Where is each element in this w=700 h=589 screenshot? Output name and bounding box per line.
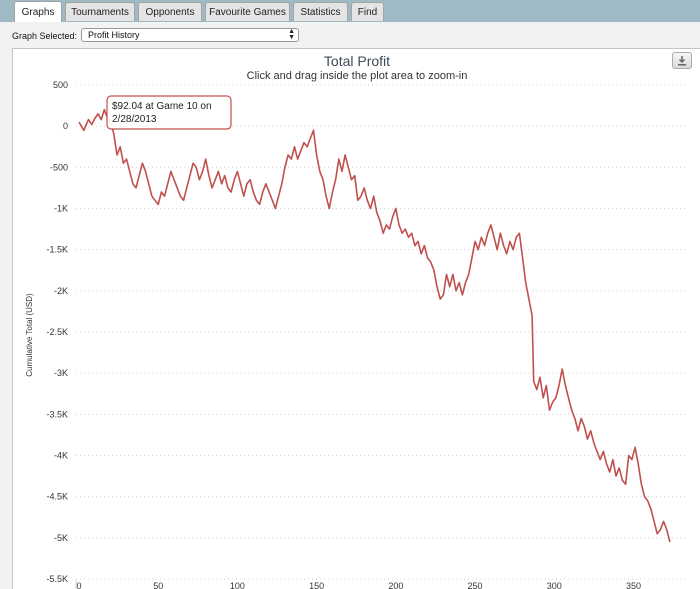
x-tick-label: 50 — [153, 581, 163, 589]
download-icon — [678, 56, 686, 66]
y-tick-label: -3K — [54, 368, 68, 378]
chart-subtitle: Click and drag inside the plot area to z… — [247, 70, 468, 82]
tooltip-box — [106, 95, 232, 130]
tooltip-line-2: 2/28/2013 — [112, 114, 157, 125]
x-tick-label: 250 — [468, 581, 483, 589]
y-tick-label: -1K — [54, 204, 68, 214]
y-tick-label: 500 — [53, 80, 68, 90]
chart-area — [12, 48, 700, 589]
x-tick-label: 100 — [230, 581, 245, 589]
profit-series-line[interactable] — [78, 108, 671, 543]
graph-select-value: Profit History — [88, 30, 140, 40]
tab-opponents[interactable]: Opponents — [138, 2, 202, 21]
tab-graphs[interactable]: Graphs — [14, 1, 62, 22]
y-tick-labels: 500 0 -500 -1K -1.5K -2K -2.5K -3K -3.5K -4K -4.5K… — [46, 80, 68, 584]
x-tick-label: 0 — [76, 581, 81, 589]
tab-statistics[interactable]: Statistics — [293, 2, 348, 21]
y-tick-label: -500 — [50, 162, 68, 172]
y-tick-label: -2K — [54, 286, 68, 296]
y-tick-label: -5K — [54, 533, 68, 543]
grid-lines — [76, 84, 688, 580]
y-tick-label: -1.5K — [46, 245, 68, 255]
x-tick-labels: 0 50 100 150 200 250 300 350 — [76, 581, 640, 589]
y-tick-label: -3.5K — [46, 409, 68, 419]
y-tick-label: 0 — [63, 121, 68, 131]
tab-find[interactable]: Find — [351, 2, 384, 21]
tooltip: $92.04 at Game 10 on 2/28/2013 — [106, 95, 232, 130]
graph-select-label: Graph Selected: — [12, 31, 78, 41]
chart-title: Total Profit — [324, 53, 390, 69]
graph-select-dropdown[interactable]: Profit History ▲ ▼ — [81, 28, 299, 42]
x-tick-label: 300 — [547, 581, 562, 589]
y-axis-label: Cumulative Total (USD) — [25, 293, 34, 377]
tooltip-line-1: $92.04 at Game 10 on — [112, 101, 212, 112]
tab-favourite-games[interactable]: Favourite Games — [205, 2, 290, 21]
x-tick-label: 200 — [388, 581, 403, 589]
tab-bar: Graphs Tournaments Opponents Favourite G… — [0, 0, 700, 23]
y-tick-label: -5.5K — [46, 574, 68, 584]
y-tick-label: -2.5K — [46, 327, 68, 337]
x-tick-label: 350 — [626, 581, 641, 589]
y-tick-label: -4.5K — [46, 492, 68, 502]
export-button[interactable] — [672, 52, 692, 69]
x-tick-label: 150 — [309, 581, 324, 589]
tab-tournaments[interactable]: Tournaments — [65, 2, 135, 21]
y-tick-label: -4K — [54, 451, 68, 461]
select-arrows-icon: ▲ ▼ — [288, 28, 295, 41]
